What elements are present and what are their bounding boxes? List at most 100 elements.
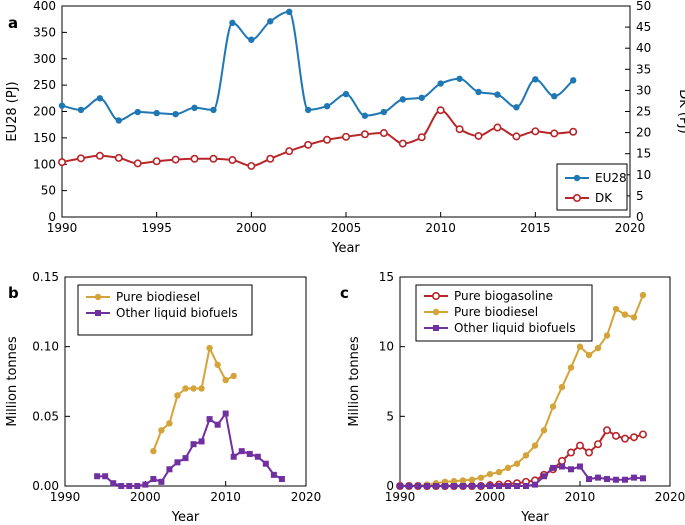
data-point-b-other-liquid-biofuels — [142, 481, 149, 488]
data-point-c-pure-biogasoline — [611, 431, 620, 440]
y-right-tick-label-a: 45 — [636, 20, 651, 34]
x-tick-label-c: 2020 — [655, 490, 685, 504]
data-point-c-other-liquid-biofuels — [550, 464, 556, 471]
y-tick-label-a: 350 — [33, 25, 56, 39]
data-point-a-eu28 — [437, 80, 444, 87]
y-axis-label-a: EU28 (PJ) — [5, 81, 20, 141]
data-point-c-other-liquid-biofuels — [640, 475, 646, 482]
data-point-c-other-liquid-biofuels — [577, 463, 583, 470]
data-point-c-pure-biogasoline — [566, 448, 575, 457]
data-point-a-eu28 — [153, 109, 160, 117]
data-point-c-other-liquid-biofuels — [631, 474, 637, 481]
data-point-b-pure-biodiesel — [182, 385, 189, 392]
data-point-c-pure-biodiesel — [459, 477, 467, 484]
legend-marker-c-pure-biogasoline — [431, 291, 440, 300]
y-tick-label-c: 0 — [386, 479, 394, 493]
data-point-a-dk — [455, 125, 464, 134]
data-point-c-other-liquid-biofuels — [397, 483, 403, 489]
y-tick-label-a: 300 — [33, 52, 56, 66]
data-point-a-eu28 — [58, 102, 66, 109]
y-tick-label-c: 15 — [379, 270, 394, 284]
data-point-a-eu28 — [248, 36, 255, 43]
data-point-a-dk — [228, 156, 237, 165]
legend-label-a-eu28: EU28 — [595, 171, 627, 185]
data-point-b-other-liquid-biofuels — [158, 478, 165, 485]
data-point-b-other-liquid-biofuels — [270, 471, 277, 478]
x-axis-label-b: Year — [171, 510, 200, 525]
legend-label-c-other-liquid-biofuels: Other liquid biofuels — [454, 321, 576, 335]
x-axis-label-c: Year — [520, 510, 549, 525]
data-point-a-dk — [133, 159, 142, 168]
y-tick-label-a: 0 — [48, 210, 56, 224]
legend-label-c-pure-biodiesel: Pure biodiesel — [454, 305, 538, 319]
y-right-tick-label-a: 0 — [636, 210, 644, 224]
data-point-b-pure-biodiesel — [206, 344, 213, 352]
legend-label-c-pure-biogasoline: Pure biogasoline — [454, 289, 553, 303]
data-point-c-pure-biogasoline — [629, 433, 638, 442]
x-tick-label-b: 2010 — [210, 490, 241, 504]
data-point-c-other-liquid-biofuels — [541, 473, 547, 480]
data-point-b-other-liquid-biofuels — [110, 480, 117, 487]
data-point-a-dk — [379, 129, 388, 138]
data-point-a-dk — [341, 132, 350, 141]
data-point-c-other-liquid-biofuels — [460, 483, 466, 489]
data-point-c-pure-biogasoline — [593, 440, 602, 449]
data-point-a-dk — [323, 135, 332, 144]
data-point-b-other-liquid-biofuels — [206, 416, 213, 423]
y-tick-label-a: 150 — [33, 131, 56, 145]
data-point-c-pure-biodiesel — [531, 442, 539, 449]
data-point-a-dk — [398, 139, 407, 148]
legend-label-a-dk: DK — [595, 191, 613, 205]
series-line-c-other-liquid-biofuels — [400, 465, 644, 487]
data-point-a-dk — [95, 151, 104, 160]
data-point-a-eu28 — [96, 95, 104, 102]
data-point-a-eu28 — [134, 108, 141, 116]
series-line-b-pure-biodiesel — [152, 344, 235, 452]
data-point-a-eu28 — [380, 108, 388, 116]
data-point-c-pure-biodiesel — [522, 452, 530, 459]
data-point-c-pure-biodiesel — [495, 468, 503, 476]
x-tick-label-b: 2020 — [291, 490, 322, 504]
data-point-a-eu28 — [304, 106, 312, 114]
data-point-b-other-liquid-biofuels — [198, 438, 205, 445]
data-point-c-other-liquid-biofuels — [568, 466, 574, 473]
data-point-a-dk — [493, 123, 502, 132]
data-point-c-other-liquid-biofuels — [424, 483, 430, 489]
data-point-c-other-liquid-biofuels — [478, 483, 484, 489]
data-point-c-other-liquid-biofuels — [496, 483, 502, 489]
data-point-a-eu28 — [532, 76, 539, 83]
data-point-a-eu28 — [551, 93, 558, 100]
data-point-a-dk — [304, 140, 313, 149]
data-point-a-eu28 — [399, 96, 406, 103]
y-axis-label-b: Million tonnes — [5, 336, 20, 427]
data-point-c-pure-biodiesel — [630, 314, 638, 321]
data-point-c-pure-biodiesel — [585, 351, 593, 359]
data-point-c-other-liquid-biofuels — [532, 481, 538, 488]
data-point-c-other-liquid-biofuels — [487, 483, 493, 489]
data-point-c-pure-biogasoline — [620, 434, 629, 443]
x-tick-label-a: 1995 — [141, 221, 172, 235]
plot-frame-b — [64, 276, 307, 487]
data-point-b-other-liquid-biofuels — [150, 476, 157, 483]
data-point-c-other-liquid-biofuels — [406, 483, 412, 489]
data-point-c-pure-biogasoline — [557, 456, 566, 465]
series-line-c-pure-biodiesel — [400, 294, 644, 487]
data-point-a-dk — [550, 129, 559, 138]
y-tick-label-a: 400 — [33, 0, 56, 13]
x-tick-label-c: 1990 — [385, 490, 416, 504]
data-point-c-pure-biodiesel — [540, 427, 548, 434]
y-tick-label-a: 50 — [41, 184, 56, 198]
data-point-a-dk — [360, 130, 369, 139]
data-point-b-other-liquid-biofuels — [134, 483, 141, 489]
data-point-c-pure-biodiesel — [621, 311, 629, 318]
data-point-a-dk — [436, 106, 445, 115]
data-point-c-pure-biogasoline — [575, 441, 584, 450]
data-point-a-dk — [190, 154, 199, 163]
data-point-a-dk — [474, 131, 483, 140]
x-tick-label-a: 2020 — [615, 221, 646, 235]
data-point-c-pure-biodiesel — [558, 383, 566, 391]
y-tick-label-b: 0.05 — [32, 409, 59, 423]
data-point-c-other-liquid-biofuels — [622, 476, 628, 483]
data-point-c-other-liquid-biofuels — [595, 474, 601, 481]
